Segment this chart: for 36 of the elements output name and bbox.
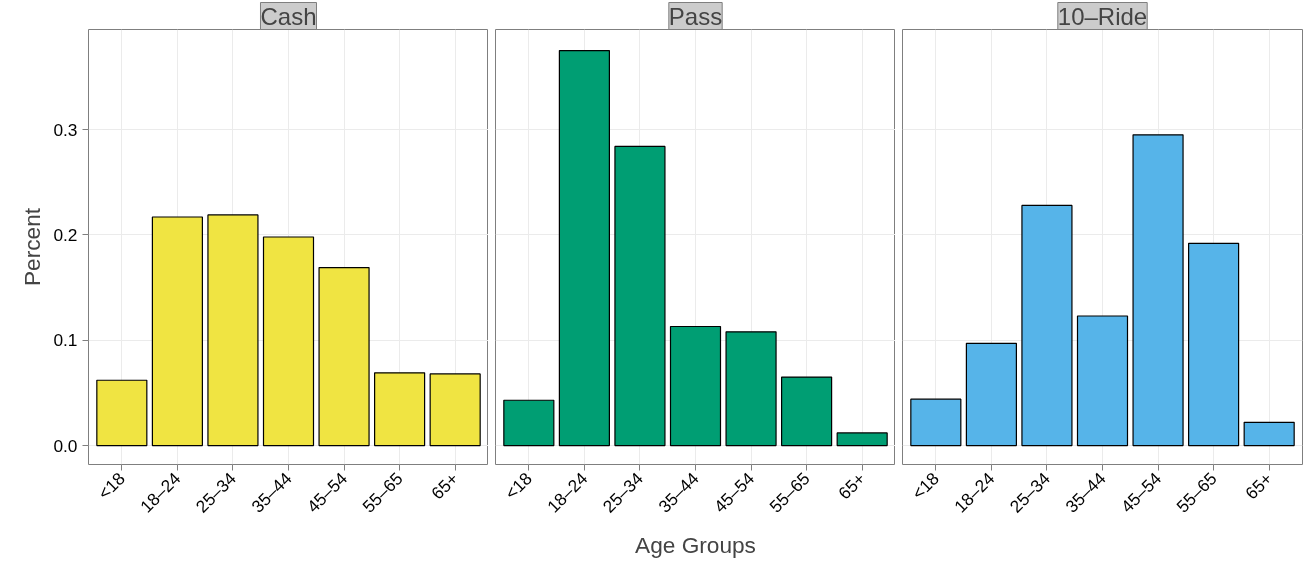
- y-axis-title: Percent: [19, 207, 46, 287]
- x-tick-label: 65+: [834, 468, 870, 504]
- bar: [429, 373, 481, 447]
- x-tick-label: <18: [500, 468, 536, 504]
- bar: [1132, 134, 1184, 447]
- bar: [503, 399, 555, 447]
- bar: [669, 325, 722, 447]
- bar: [1243, 421, 1295, 447]
- bar: [262, 236, 315, 447]
- y-tick-label: 0.3: [53, 119, 78, 140]
- bar: [836, 432, 888, 447]
- bar: [96, 379, 148, 447]
- bar: [1188, 242, 1240, 447]
- bar: [1021, 204, 1073, 447]
- x-tick-label: <18: [907, 468, 943, 504]
- bar: [374, 372, 426, 447]
- y-tick-label: 0.0: [53, 435, 78, 456]
- x-tick-label: 65+: [427, 468, 463, 504]
- bar: [558, 49, 610, 447]
- chart-title: Pass: [668, 2, 723, 30]
- bar: [725, 331, 777, 447]
- chart-title: 10–Ride: [1057, 2, 1148, 30]
- bar: [1076, 315, 1129, 447]
- x-tick-label: <18: [93, 468, 129, 504]
- chart-title: Cash: [260, 2, 317, 30]
- bar: [781, 376, 833, 447]
- bar: [614, 145, 666, 447]
- y-tick-label: 0.2: [53, 224, 78, 245]
- y-tick-label: 0.1: [53, 330, 78, 351]
- bar: [207, 214, 259, 447]
- bar: [151, 216, 203, 447]
- bar: [910, 398, 962, 447]
- bar: [965, 342, 1017, 447]
- x-tick-label: 65+: [1241, 468, 1277, 504]
- x-axis-title: Age Groups: [635, 531, 756, 558]
- bar: [318, 266, 370, 447]
